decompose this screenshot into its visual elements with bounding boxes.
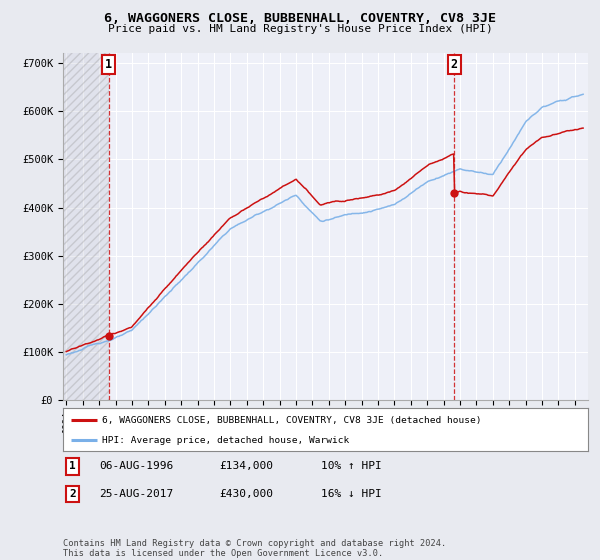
Text: 6, WAGGONERS CLOSE, BUBBENHALL, COVENTRY, CV8 3JE (detached house): 6, WAGGONERS CLOSE, BUBBENHALL, COVENTRY…: [103, 416, 482, 424]
Text: HPI: Average price, detached house, Warwick: HPI: Average price, detached house, Warw…: [103, 436, 350, 445]
Text: 1: 1: [69, 461, 76, 472]
Text: 1: 1: [105, 58, 112, 72]
Text: 2: 2: [451, 58, 458, 72]
Text: 2: 2: [69, 489, 76, 499]
Text: Price paid vs. HM Land Registry's House Price Index (HPI): Price paid vs. HM Land Registry's House …: [107, 24, 493, 34]
Text: £430,000: £430,000: [219, 489, 273, 499]
Text: £134,000: £134,000: [219, 461, 273, 472]
Bar: [63, 53, 109, 400]
Text: 6, WAGGONERS CLOSE, BUBBENHALL, COVENTRY, CV8 3JE: 6, WAGGONERS CLOSE, BUBBENHALL, COVENTRY…: [104, 12, 496, 25]
Text: 06-AUG-1996: 06-AUG-1996: [99, 461, 173, 472]
Text: 16% ↓ HPI: 16% ↓ HPI: [321, 489, 382, 499]
Text: 25-AUG-2017: 25-AUG-2017: [99, 489, 173, 499]
Text: Contains HM Land Registry data © Crown copyright and database right 2024.
This d: Contains HM Land Registry data © Crown c…: [63, 539, 446, 558]
Text: 10% ↑ HPI: 10% ↑ HPI: [321, 461, 382, 472]
